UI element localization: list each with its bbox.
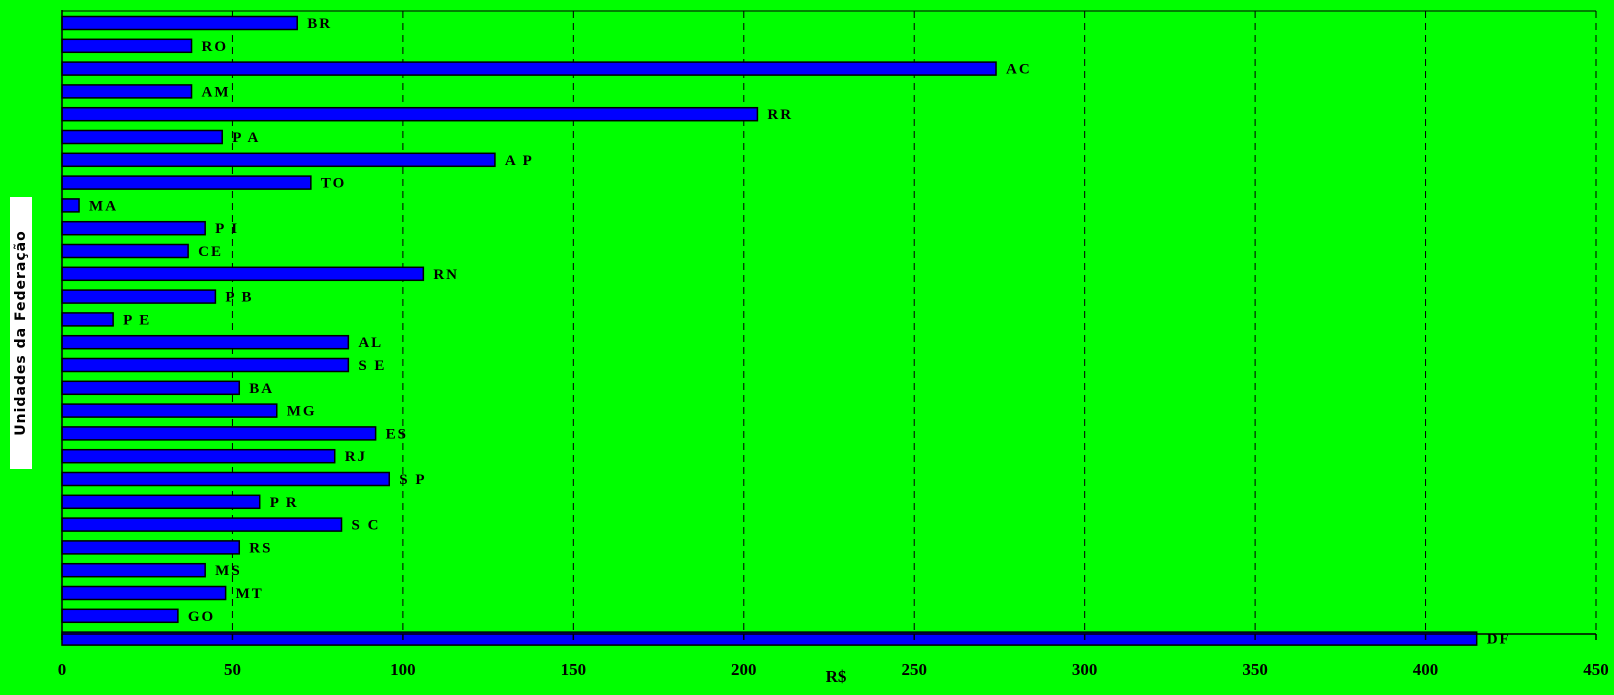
- bar-MG: [61, 403, 278, 418]
- bar-PE: [61, 312, 114, 327]
- bar-label-CE: CE: [198, 244, 223, 260]
- bar-MS: [61, 562, 206, 578]
- bar-label-PR: P R: [270, 495, 299, 511]
- bar-labels: BR RO AC AM RR P A A P TO MA P I CE RN P B P E AL S E BA…: [89, 16, 1511, 648]
- x-tick-label: 0: [58, 660, 67, 679]
- bar-label-DF: DF: [1487, 632, 1511, 648]
- bar-label-RJ: RJ: [345, 449, 367, 465]
- bar-RS: [61, 540, 241, 555]
- x-tick-label: 100: [390, 660, 416, 679]
- bar-label-RS: RS: [249, 540, 272, 556]
- bar-CE: [61, 243, 189, 259]
- bar-label-MT: MT: [236, 586, 264, 602]
- bar-label-SC: S C: [352, 518, 381, 534]
- bar-PR: [61, 494, 261, 510]
- x-tick-label: 50: [224, 660, 241, 679]
- bar-label-PI: P I: [215, 221, 239, 237]
- bar-AP: [61, 152, 496, 168]
- bar-label-AC: AC: [1006, 62, 1032, 78]
- bar-label-PB: P B: [225, 290, 253, 306]
- x-tick-label: 200: [731, 660, 757, 679]
- bar-label-RN: RN: [433, 267, 459, 283]
- bar-label-MS: MS: [215, 563, 242, 579]
- bar-label-PA: P A: [232, 130, 260, 146]
- y-axis-label: Unidades da Federação: [13, 230, 29, 436]
- x-tick-label: 350: [1242, 660, 1268, 679]
- x-tick-label: 250: [901, 660, 927, 679]
- x-tick-label: 300: [1072, 660, 1098, 679]
- bar-MT: [61, 585, 227, 601]
- bar-label-AP: A P: [505, 153, 534, 169]
- bar-label-GO: GO: [188, 609, 215, 625]
- axes: [61, 10, 1597, 640]
- bar-label-ES: ES: [386, 426, 408, 442]
- bar-TO: [61, 175, 312, 190]
- x-tick-label: 400: [1413, 660, 1439, 679]
- bar-PB: [61, 289, 217, 304]
- bar-label-RR: RR: [767, 107, 793, 123]
- bar-PI: [61, 220, 206, 236]
- bar-ES: [61, 426, 377, 441]
- bar-SE: [61, 357, 350, 373]
- bar-label-BA: BA: [249, 381, 274, 397]
- x-tick-label: 150: [561, 660, 587, 679]
- bar-SC: [61, 517, 343, 532]
- bar-label-RO: RO: [202, 39, 229, 55]
- x-tick-labels: 0 50 100 150 200 250 300 350 400 450: [58, 660, 1609, 679]
- bar-label-AM: AM: [202, 84, 231, 100]
- bar-MA: [61, 198, 80, 213]
- bar-PA: [61, 129, 223, 145]
- grid-lines: [231, 11, 1597, 634]
- x-tick-label: 450: [1583, 660, 1609, 679]
- bar-BA: [61, 380, 241, 396]
- bar-AM: [61, 84, 193, 99]
- bar-RJ: [61, 448, 336, 464]
- bar-AL: [61, 334, 350, 350]
- bar-label-MA: MA: [89, 198, 118, 214]
- x-axis-label: R$: [826, 667, 847, 686]
- bar-RO: [61, 38, 193, 54]
- bar-RN: [61, 266, 425, 282]
- bar-SP: [61, 471, 391, 487]
- bar-label-PE: P E: [123, 312, 151, 328]
- bar-GO: [61, 608, 179, 624]
- bar-label-SE: S E: [358, 358, 386, 374]
- bar-RR: [61, 106, 759, 122]
- y-axis-label-box: [10, 197, 32, 469]
- bar-label-BR: BR: [307, 16, 332, 32]
- bar-BR: [61, 15, 298, 31]
- bar-AC: [61, 61, 997, 76]
- bar-label-MG: MG: [287, 404, 317, 420]
- bar-label-SP: S P: [399, 472, 426, 488]
- bar-label-AL: AL: [358, 335, 383, 351]
- bar-label-TO: TO: [321, 176, 346, 192]
